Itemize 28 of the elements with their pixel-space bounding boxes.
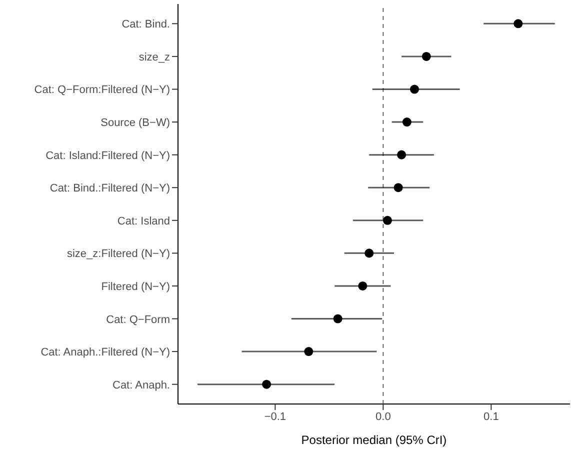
point: [333, 314, 342, 324]
y-tick-label: Cat: Island: [117, 215, 170, 228]
y-tick-label: Cat: Bind.: [122, 18, 170, 31]
y-tick-label: Cat: Island:Filtered (N−Y): [46, 150, 170, 162]
x-tick-label: −0.1: [264, 410, 286, 423]
y-tick-label: size_z: [138, 51, 170, 64]
point: [262, 380, 272, 389]
y-tick-label: Cat: Q−Form:Filtered (N−Y): [34, 84, 170, 96]
x-tick-label: 0.0: [376, 410, 391, 423]
point: [304, 347, 314, 356]
x-axis-title: Posterior median (95% CrI): [301, 433, 447, 447]
y-tick-label: Source (B−W): [100, 117, 170, 130]
point: [364, 248, 374, 258]
point: [397, 150, 406, 160]
point: [410, 84, 420, 94]
point: [514, 19, 523, 28]
y-tick-label: Cat: Anaph.:Filtered (N−Y): [40, 346, 170, 359]
point: [402, 118, 412, 127]
point: [422, 52, 431, 61]
y-tick-label: Cat: Bind.:Filtered (N−Y): [50, 182, 170, 195]
y-tick-label: Cat: Q−Form: [106, 314, 170, 326]
point: [358, 281, 368, 290]
y-tick-label: Filtered (N−Y): [101, 280, 170, 293]
y-tick-label: size_z:Filtered (N−Y): [66, 248, 170, 260]
point: [394, 183, 403, 192]
point: [382, 216, 392, 225]
y-tick-label: Cat: Anaph.: [112, 379, 170, 392]
x-tick-label: 0.1: [484, 410, 499, 423]
